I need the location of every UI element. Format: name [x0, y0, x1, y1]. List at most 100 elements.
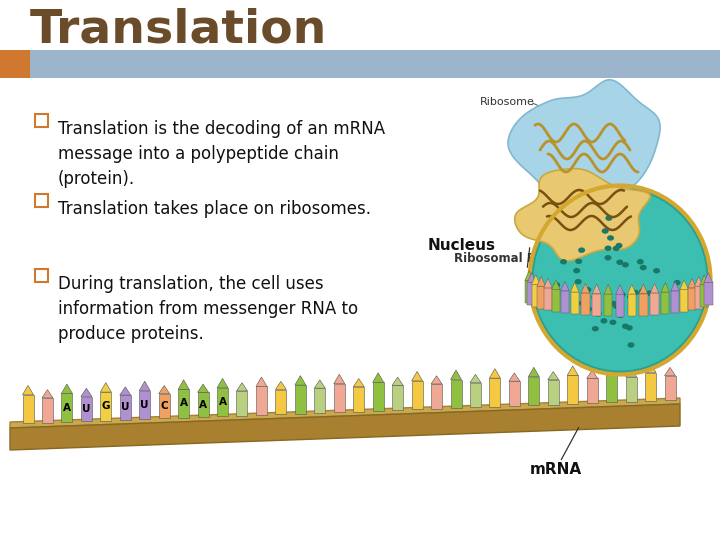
Bar [315, 388, 325, 413]
Bar [81, 396, 92, 421]
Polygon shape [581, 284, 590, 293]
Text: A: A [179, 399, 188, 408]
Polygon shape [42, 390, 53, 398]
Polygon shape [528, 273, 536, 282]
Ellipse shape [618, 292, 626, 297]
Polygon shape [158, 386, 170, 394]
Bar [236, 391, 248, 416]
Polygon shape [552, 280, 560, 289]
Ellipse shape [622, 323, 629, 329]
Bar [626, 377, 636, 402]
Ellipse shape [616, 260, 624, 265]
Polygon shape [315, 380, 325, 388]
Bar [35, 194, 48, 207]
Ellipse shape [607, 235, 614, 241]
Polygon shape [548, 372, 559, 380]
Polygon shape [604, 285, 613, 294]
Polygon shape [508, 80, 660, 210]
Bar [178, 389, 189, 418]
Bar [688, 288, 696, 310]
Bar [704, 282, 713, 305]
Polygon shape [392, 377, 403, 386]
Polygon shape [528, 367, 539, 377]
Text: Nucleus: Nucleus [428, 238, 496, 253]
Bar [570, 292, 579, 314]
Bar [139, 390, 150, 419]
Ellipse shape [622, 262, 629, 267]
Polygon shape [61, 384, 73, 394]
Text: Translation takes place on ribosomes.: Translation takes place on ribosomes. [58, 200, 371, 218]
Ellipse shape [575, 259, 582, 264]
Ellipse shape [572, 300, 579, 306]
Ellipse shape [646, 291, 653, 296]
Ellipse shape [585, 287, 591, 293]
Bar [276, 389, 287, 414]
Ellipse shape [578, 247, 585, 253]
Bar [628, 294, 636, 316]
Polygon shape [700, 275, 708, 284]
Polygon shape [412, 372, 423, 381]
Text: U: U [82, 404, 91, 414]
Polygon shape [197, 384, 209, 393]
Polygon shape [217, 379, 228, 388]
Bar [470, 382, 481, 407]
Bar [531, 284, 540, 307]
Polygon shape [490, 369, 500, 378]
Bar [700, 284, 708, 307]
Text: Translation is the decoding of an mRNA
message into a polypeptide chain
(protein: Translation is the decoding of an mRNA m… [58, 120, 385, 188]
Polygon shape [295, 376, 306, 385]
Polygon shape [587, 370, 598, 379]
Polygon shape [650, 284, 659, 293]
Polygon shape [561, 281, 569, 291]
Text: During translation, the cell uses
information from messenger RNA to
produce prot: During translation, the cell uses inform… [58, 275, 358, 343]
Ellipse shape [639, 288, 646, 294]
Polygon shape [616, 285, 624, 294]
Ellipse shape [653, 268, 660, 273]
Polygon shape [120, 387, 131, 395]
Ellipse shape [610, 301, 617, 306]
Polygon shape [567, 366, 578, 375]
Polygon shape [139, 381, 150, 390]
Polygon shape [695, 276, 703, 286]
Bar [606, 374, 617, 402]
Ellipse shape [613, 246, 620, 251]
Ellipse shape [591, 294, 598, 300]
Polygon shape [100, 382, 112, 392]
Ellipse shape [606, 215, 613, 221]
Bar [412, 381, 423, 409]
Polygon shape [178, 380, 189, 389]
Polygon shape [354, 379, 364, 387]
Ellipse shape [560, 259, 567, 265]
Polygon shape [525, 271, 534, 280]
Bar [431, 384, 442, 409]
Ellipse shape [674, 280, 680, 285]
Ellipse shape [605, 255, 611, 260]
Polygon shape [645, 363, 656, 373]
Text: G: G [102, 401, 110, 411]
Ellipse shape [617, 313, 624, 318]
Bar [158, 394, 170, 418]
Bar [528, 282, 536, 305]
Ellipse shape [592, 326, 599, 332]
Bar [695, 286, 703, 308]
Bar [61, 394, 73, 422]
Polygon shape [593, 284, 601, 294]
Text: Translation: Translation [30, 8, 328, 52]
Polygon shape [236, 383, 248, 391]
Ellipse shape [593, 301, 600, 307]
Polygon shape [276, 381, 287, 389]
Ellipse shape [579, 301, 586, 306]
Bar [587, 379, 598, 403]
Ellipse shape [575, 279, 582, 285]
Polygon shape [639, 284, 647, 294]
Bar [197, 393, 209, 417]
Bar [35, 269, 48, 282]
Ellipse shape [628, 342, 634, 348]
Ellipse shape [616, 243, 623, 248]
Polygon shape [665, 367, 675, 376]
Polygon shape [334, 374, 345, 384]
Bar [100, 392, 112, 421]
Bar [537, 286, 546, 308]
Ellipse shape [602, 228, 608, 234]
Bar [42, 398, 53, 423]
